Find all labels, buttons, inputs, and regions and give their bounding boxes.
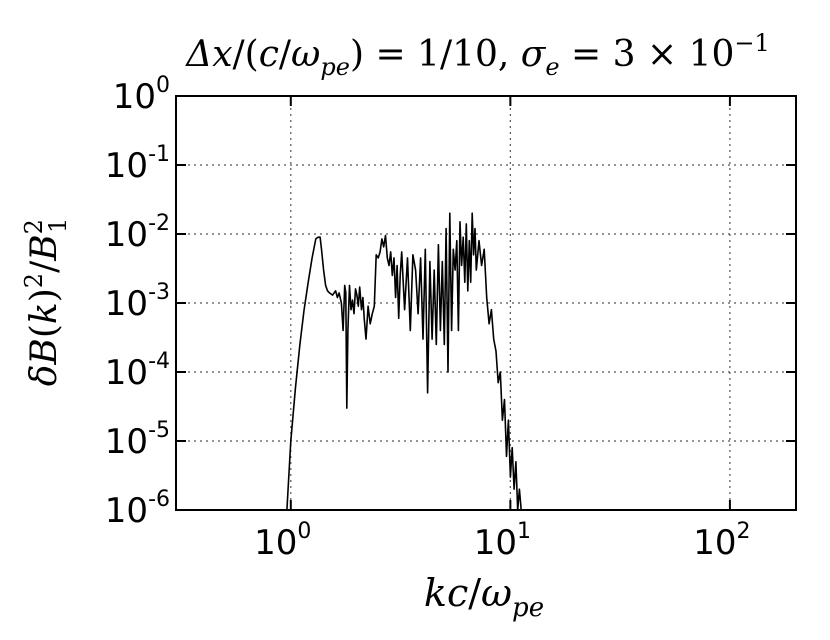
plot-line-group [286, 212, 522, 511]
series-line [286, 212, 522, 511]
y-tick-label: 10-1 [105, 142, 170, 186]
y-tick-label: 10-5 [105, 418, 170, 462]
y-axis-label: δB(k)2/B21 [20, 218, 72, 387]
tick-marks [176, 95, 796, 511]
y-tick-label: 10-3 [105, 280, 170, 324]
chart-title: Δx/(c/ωpe) = 1/10, σe = 3 × 10−1 [184, 29, 770, 81]
y-tick-label: 10-6 [105, 487, 170, 531]
x-axis-label: kc/ωpe [424, 571, 544, 623]
y-tick-label: 100 [113, 73, 170, 117]
y-tick-label: 10-2 [105, 211, 170, 255]
x-tick-label: 101 [474, 519, 531, 563]
x-tick-label: 100 [254, 519, 311, 563]
y-tick-label: 10-4 [105, 349, 170, 393]
tick-labels: 100 101 102 100 10-1 10-2 10-3 10-4 10-5 10-6 [105, 73, 751, 563]
x-tick-label: 102 [693, 519, 750, 563]
